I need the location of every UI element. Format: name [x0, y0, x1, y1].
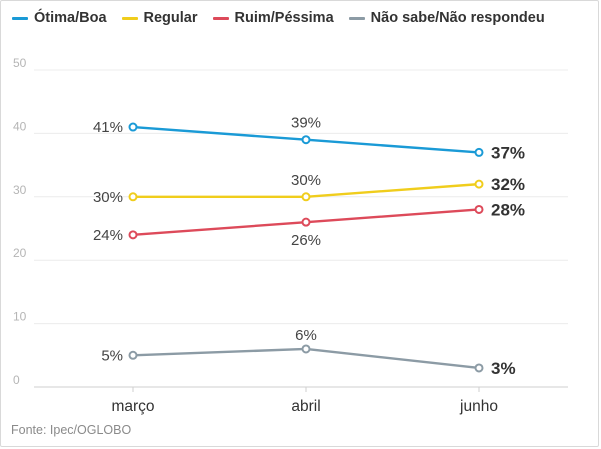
data-label-2-2: 28%	[491, 200, 525, 219]
data-point-3-0	[128, 350, 138, 360]
data-point-1-2	[474, 179, 484, 189]
data-label-2-0: 24%	[93, 227, 123, 244]
data-point-2-1	[301, 217, 311, 227]
data-label-1-0: 30%	[93, 189, 123, 206]
x-tick-label-1: abril	[291, 398, 320, 415]
y-tick-label-40: 40	[13, 119, 27, 133]
legend-swatch-ruim-pessima	[212, 16, 229, 20]
data-point-0-0	[128, 122, 138, 132]
data-point-3-2	[474, 363, 484, 373]
x-tick-label-0: março	[111, 398, 154, 415]
data-point-2-0	[128, 230, 138, 240]
chart-legend: Ótima/Boa Regular Ruim/Péssima Não sabe/…	[12, 10, 560, 26]
source-note: Fonte: Ipec/OGLOBO	[11, 423, 132, 437]
legend-item-otima-boa[interactable]: Ótima/Boa	[12, 10, 107, 26]
legend-swatch-regular	[121, 16, 138, 20]
y-tick-label-0: 0	[13, 373, 20, 387]
data-point-3-1	[301, 344, 311, 354]
data-label-3-0: 5%	[101, 347, 123, 364]
legend-item-nao-sabe[interactable]: Não sabe/Não respondeu	[348, 10, 545, 26]
y-tick-label-30: 30	[13, 183, 27, 197]
legend-swatch-otima-boa	[12, 16, 28, 20]
data-label-0-2: 37%	[491, 143, 525, 162]
data-point-2-2	[474, 204, 484, 214]
y-tick-label-20: 20	[13, 246, 27, 260]
y-tick-label-50: 50	[13, 56, 27, 70]
data-label-3-1: 6%	[295, 327, 317, 344]
data-point-1-0	[128, 192, 138, 202]
legend-label-nao-sabe: Não sabe/Não respondeu	[370, 10, 545, 26]
data-label-0-1: 39%	[291, 115, 321, 132]
legend-label-otima-boa: Ótima/Boa	[34, 10, 107, 26]
legend-label-ruim-pessima: Ruim/Péssima	[234, 10, 334, 26]
data-label-1-1: 30%	[291, 172, 321, 189]
data-point-0-1	[301, 135, 311, 145]
data-label-2-1: 26%	[291, 232, 321, 249]
legend-item-regular[interactable]: Regular	[121, 10, 198, 26]
data-label-3-2: 3%	[491, 359, 516, 378]
data-point-1-1	[301, 192, 311, 202]
data-label-1-2: 32%	[491, 175, 525, 194]
x-tick-label-2: junho	[459, 398, 498, 415]
data-label-0-0: 41%	[93, 119, 123, 136]
legend-label-regular: Regular	[143, 10, 198, 26]
legend-item-ruim-pessima[interactable]: Ruim/Péssima	[212, 10, 334, 26]
data-point-0-2	[474, 147, 484, 157]
legend-swatch-nao-sabe	[348, 16, 365, 20]
y-tick-label-10: 10	[13, 310, 27, 324]
